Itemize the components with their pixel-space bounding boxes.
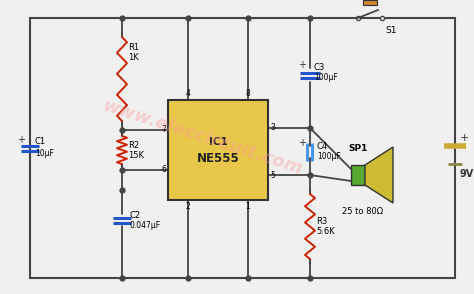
Text: 15K: 15K xyxy=(128,151,144,160)
Text: C2: C2 xyxy=(130,211,141,220)
FancyBboxPatch shape xyxy=(363,0,377,5)
Text: 1K: 1K xyxy=(128,54,139,63)
Text: NE555: NE555 xyxy=(197,151,239,165)
Text: +: + xyxy=(460,133,469,143)
Text: 0.047μF: 0.047μF xyxy=(130,221,161,230)
Polygon shape xyxy=(365,147,393,203)
Text: 7: 7 xyxy=(161,126,166,134)
Text: 2: 2 xyxy=(186,202,191,211)
Text: 6: 6 xyxy=(161,166,166,175)
Text: 100μF: 100μF xyxy=(317,152,341,161)
Text: R3: R3 xyxy=(316,217,327,226)
Text: R2: R2 xyxy=(128,141,139,150)
Text: 10μF: 10μF xyxy=(35,148,54,158)
Text: 25 to 80Ω: 25 to 80Ω xyxy=(342,207,383,216)
Text: 8: 8 xyxy=(246,89,250,98)
Text: 5: 5 xyxy=(270,171,275,180)
Text: 9V: 9V xyxy=(460,169,474,179)
Bar xyxy=(30,18,455,278)
Text: 4: 4 xyxy=(185,89,191,98)
Text: 5.6K: 5.6K xyxy=(316,227,335,236)
Text: +: + xyxy=(298,138,306,148)
Text: www.eleccircuit.com: www.eleccircuit.com xyxy=(100,97,305,179)
Text: 100μF: 100μF xyxy=(314,73,338,81)
Text: C1: C1 xyxy=(35,138,46,146)
Text: 3: 3 xyxy=(270,123,275,133)
Text: +: + xyxy=(298,60,306,70)
Text: C3: C3 xyxy=(314,63,325,71)
Text: R1: R1 xyxy=(128,44,139,53)
Polygon shape xyxy=(351,165,365,185)
Text: 1: 1 xyxy=(246,202,250,211)
Text: S1: S1 xyxy=(385,26,396,35)
FancyBboxPatch shape xyxy=(168,100,268,200)
Text: IC1: IC1 xyxy=(209,137,228,147)
Text: C4: C4 xyxy=(317,142,328,151)
Text: +: + xyxy=(17,135,25,145)
Text: SP1: SP1 xyxy=(348,144,368,153)
